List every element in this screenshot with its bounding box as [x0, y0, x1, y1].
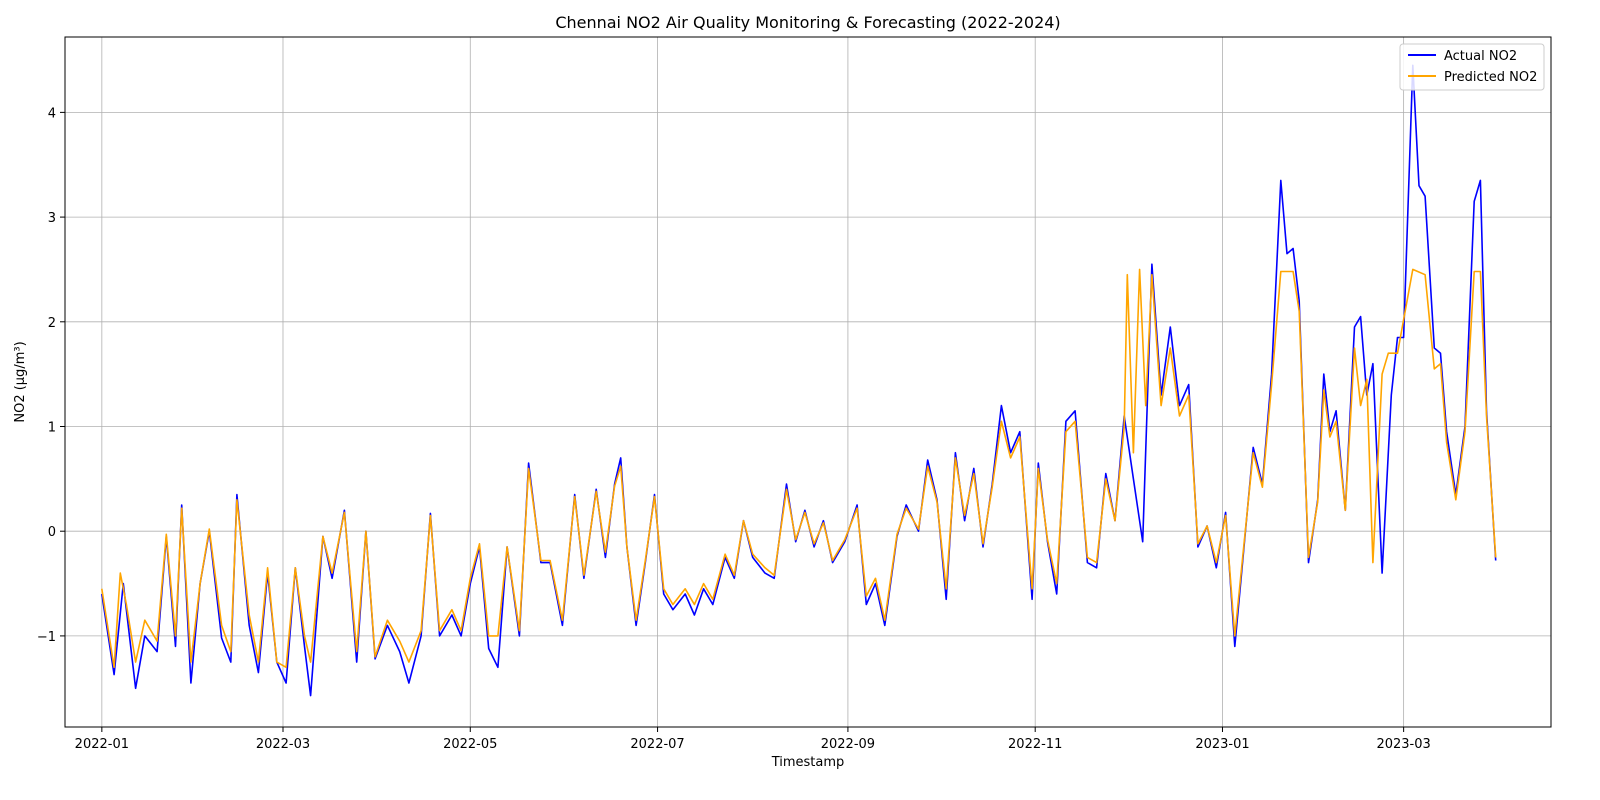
- x-tick-label: 2022-03: [256, 737, 310, 752]
- grid-layer: [65, 37, 1551, 727]
- legend-label-predicted: Predicted NO2: [1444, 70, 1537, 85]
- y-axis-label: NO2 (µg/m³): [13, 341, 28, 422]
- y-tick-label: 2: [48, 316, 56, 331]
- tick-layer: 2022-01 2022-03 2022-05 2022-07 2022-09 2022-…: [37, 106, 1431, 752]
- series-layer: [101, 64, 1497, 697]
- y-tick-label: 0: [48, 525, 56, 540]
- x-tick-label: 2023-03: [1376, 737, 1430, 752]
- y-tick-label: 1: [48, 420, 56, 435]
- x-tick-label: 2022-11: [1008, 737, 1062, 752]
- legend-label-actual: Actual NO2: [1444, 49, 1517, 64]
- x-tick-label: 2022-01: [75, 737, 129, 752]
- x-tick-label: 2022-07: [630, 737, 684, 752]
- chart-title: Chennai NO2 Air Quality Monitoring & For…: [555, 13, 1060, 32]
- y-tick-label: 4: [48, 106, 56, 121]
- legend: Actual NO2 Predicted NO2: [1399, 43, 1545, 91]
- x-tick-label: 2023-01: [1195, 737, 1249, 752]
- x-tick-label: 2022-09: [821, 737, 875, 752]
- predicted-no2-line: [101, 268, 1497, 669]
- plot-frame: [64, 36, 1552, 728]
- y-tick-label: 3: [48, 211, 56, 226]
- x-tick-label: 2022-05: [443, 737, 497, 752]
- y-tick-label: −1: [37, 630, 56, 645]
- x-axis-label: Timestamp: [771, 755, 845, 770]
- actual-no2-line: [101, 64, 1497, 697]
